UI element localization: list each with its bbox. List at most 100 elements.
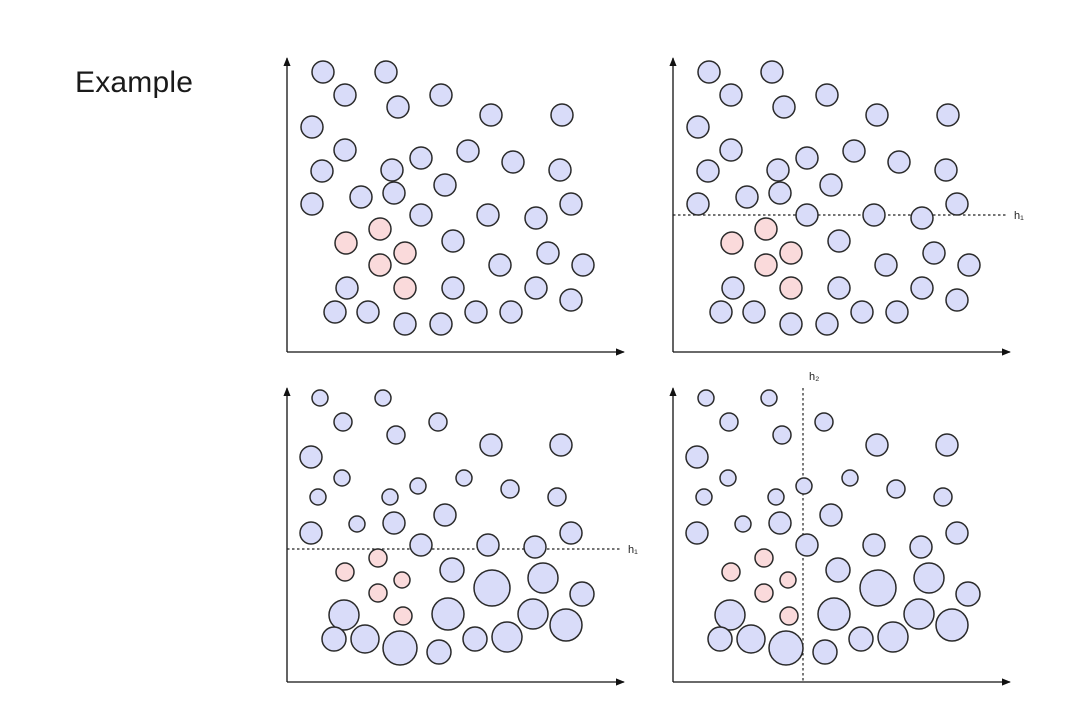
minority-point [779,606,799,626]
majority-point [817,597,851,631]
minority-point [779,571,797,589]
majority-point [462,626,488,652]
majority-point [479,103,503,127]
majority-point [772,425,792,445]
majority-point [380,158,404,182]
majority-point [549,608,583,642]
points-group [300,60,595,336]
majority-point [910,206,934,230]
minority-point [779,276,803,300]
majority-point [439,557,465,583]
majority-point [772,95,796,119]
panel-top-right: h₁ [669,57,1024,356]
minority-point [754,217,778,241]
minority-point [754,548,774,568]
majority-point [695,488,713,506]
minority-point [393,241,417,265]
majority-point [523,535,547,559]
majority-point [549,433,573,457]
majority-point [685,521,709,545]
majority-point [934,158,958,182]
majority-point [721,276,745,300]
majority-point [697,60,721,84]
majority-point [685,445,709,469]
majority-point [333,138,357,162]
panel-bottom-right: h₂ [669,371,1011,686]
majority-point [862,203,886,227]
minority-point [393,276,417,300]
majority-point [719,412,739,432]
majority-point [382,511,406,535]
majority-point [848,626,874,652]
majority-point [842,139,866,163]
majority-point [865,433,889,457]
majority-point [321,626,347,652]
majority-point [309,488,327,506]
majority-point [476,203,500,227]
majority-point [311,389,329,407]
majority-point [795,533,819,557]
majority-point [760,60,784,84]
majority-point [767,488,785,506]
majority-point [323,300,347,324]
majority-point [859,569,897,607]
majority-point [945,192,969,216]
majority-point [814,412,834,432]
majority-point [311,60,335,84]
majority-point [409,146,433,170]
majority-point [795,203,819,227]
majority-point [333,469,351,487]
majority-point [524,276,548,300]
minority-point [393,571,411,589]
panel-top-left [283,57,625,356]
majority-point [426,639,452,665]
majority-point [527,562,559,594]
page-title: Example [75,66,194,99]
majority-point [714,599,746,631]
majority-point [571,253,595,277]
majority-point [719,138,743,162]
minority-point [779,241,803,265]
majority-point [393,312,417,336]
majority-point [382,181,406,205]
majority-point [910,276,934,300]
majority-point [696,159,720,183]
minority-point [368,217,392,241]
majority-point [299,445,323,469]
points-group [299,389,595,666]
majority-point [841,469,859,487]
majority-point [697,389,715,407]
majority-point [559,521,583,545]
majority-point [903,598,935,630]
points-group [686,60,981,336]
majority-point [476,533,500,557]
majority-point [409,477,427,495]
majority-point [815,83,839,107]
majority-point [429,83,453,107]
majority-point [429,312,453,336]
minority-point [720,231,744,255]
split-label-h1: h₁ [628,544,638,556]
majority-point [501,150,525,174]
majority-point [815,312,839,336]
majority-point [719,469,737,487]
majority-point [686,192,710,216]
majority-point [827,229,851,253]
majority-point [957,253,981,277]
majority-point [865,103,889,127]
majority-point [499,300,523,324]
split-label-h2: h₂ [809,371,819,383]
majority-point [356,300,380,324]
points-group [685,389,981,666]
majority-point [768,630,804,666]
majority-point [374,389,392,407]
majority-point [768,181,792,205]
majority-point [550,103,574,127]
majority-point [736,624,766,654]
majority-point [300,192,324,216]
majority-point [913,562,945,594]
majority-point [431,597,465,631]
majority-point [548,158,572,182]
majority-point [819,503,843,527]
